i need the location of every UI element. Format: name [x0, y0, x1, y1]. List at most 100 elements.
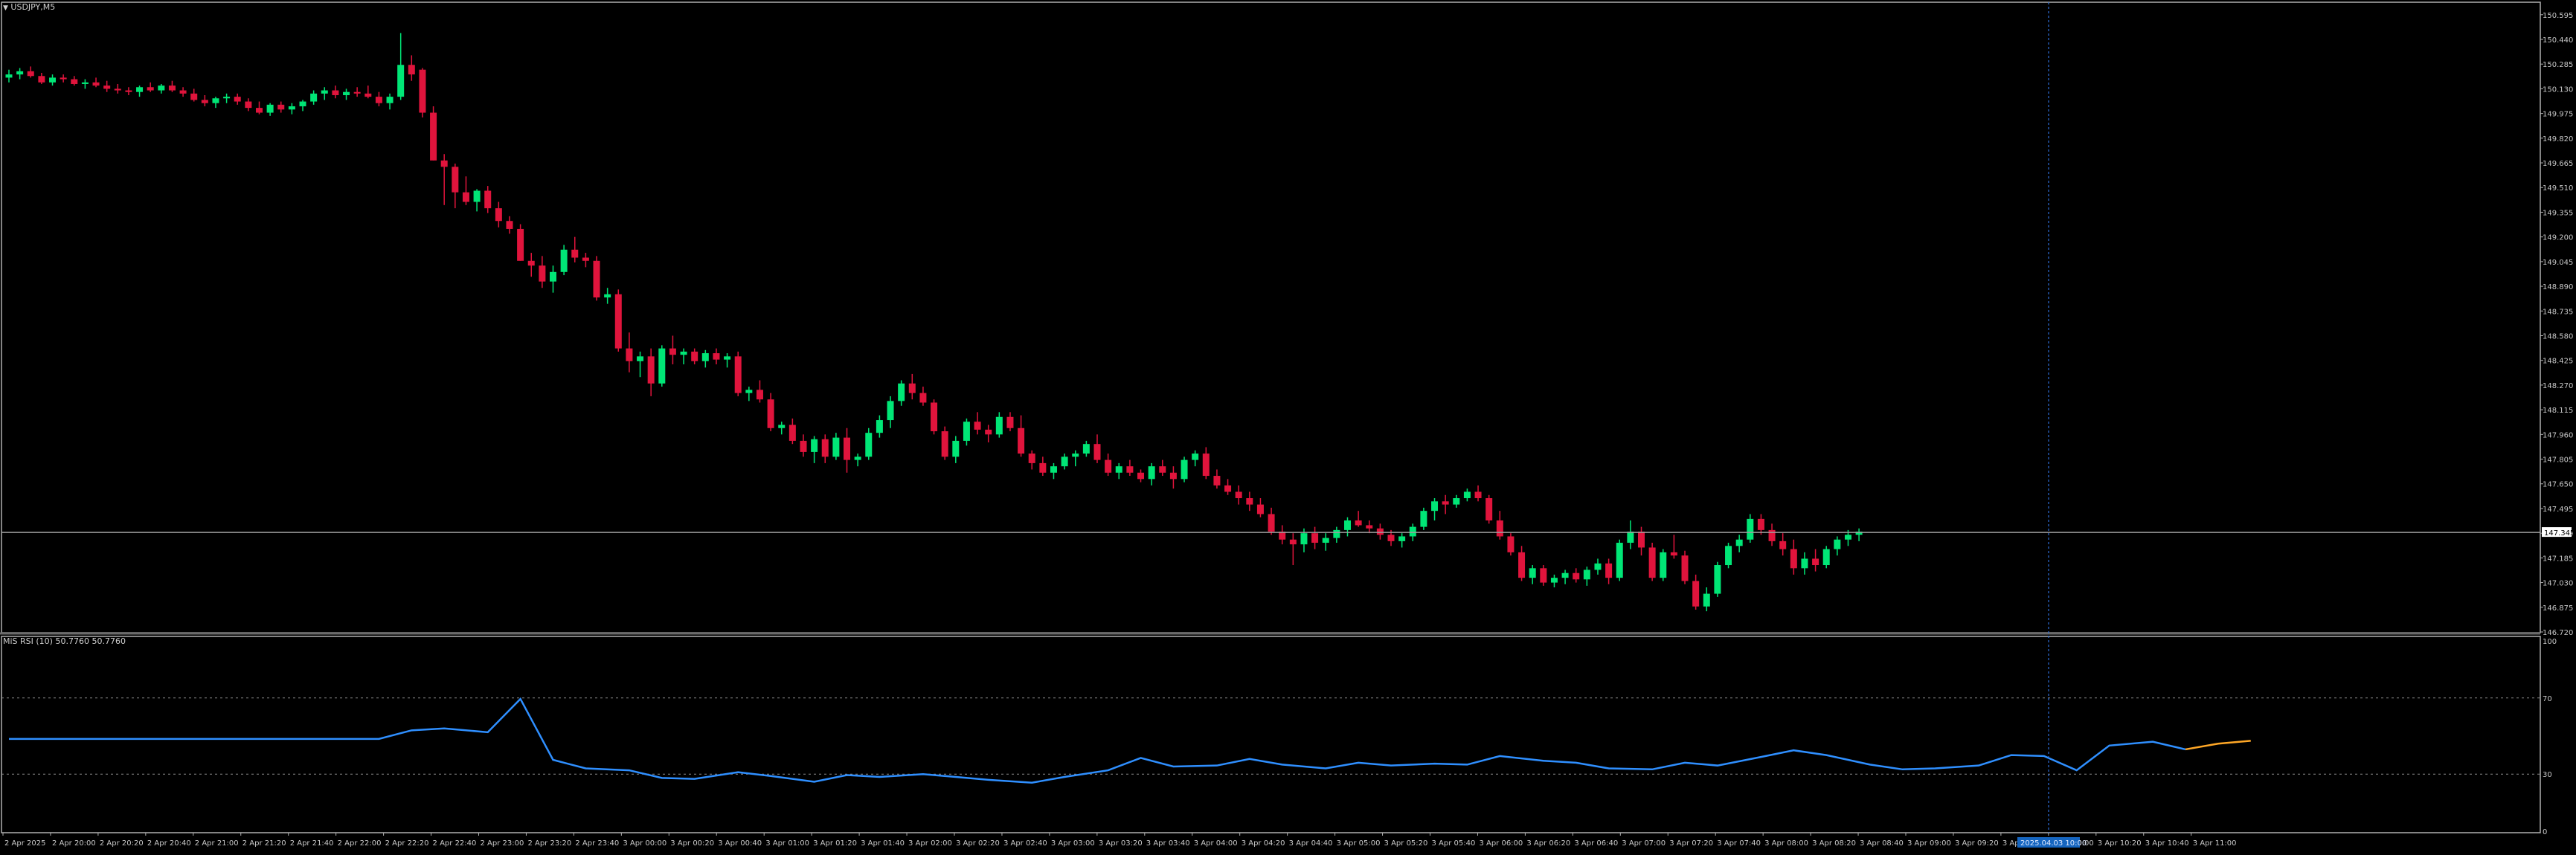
- candle[interactable]: [701, 349, 709, 368]
- candle[interactable]: [887, 396, 894, 428]
- candle[interactable]: [1343, 517, 1351, 537]
- candle[interactable]: [647, 348, 655, 396]
- candle[interactable]: [1779, 533, 1787, 556]
- candle[interactable]: [103, 80, 111, 92]
- candle[interactable]: [1093, 434, 1101, 463]
- candle[interactable]: [1648, 543, 1656, 581]
- candle[interactable]: [408, 55, 415, 81]
- candle[interactable]: [1355, 511, 1362, 527]
- candle[interactable]: [1757, 514, 1764, 535]
- candle[interactable]: [234, 93, 241, 105]
- candle[interactable]: [299, 100, 306, 112]
- candle[interactable]: [49, 74, 57, 86]
- candle[interactable]: [865, 428, 873, 460]
- candle[interactable]: [1169, 466, 1177, 489]
- candle[interactable]: [125, 87, 132, 95]
- candle[interactable]: [1855, 528, 1863, 541]
- candle[interactable]: [1747, 514, 1754, 543]
- candle[interactable]: [1485, 494, 1493, 524]
- candle[interactable]: [1028, 450, 1035, 470]
- candle[interactable]: [1268, 507, 1275, 535]
- candle[interactable]: [614, 289, 622, 352]
- candle[interactable]: [1420, 507, 1427, 530]
- candle[interactable]: [1681, 550, 1689, 584]
- candle[interactable]: [1398, 533, 1406, 548]
- candle[interactable]: [364, 86, 372, 99]
- candle[interactable]: [1594, 558, 1602, 575]
- candle[interactable]: [1834, 536, 1841, 556]
- candle[interactable]: [800, 434, 807, 457]
- triangle-down-icon[interactable]: ▼: [3, 4, 8, 12]
- candle[interactable]: [963, 418, 970, 446]
- candle[interactable]: [506, 216, 513, 234]
- candle[interactable]: [430, 106, 437, 161]
- candle[interactable]: [1627, 520, 1634, 549]
- candle[interactable]: [288, 103, 295, 114]
- candle[interactable]: [1256, 498, 1264, 517]
- candle[interactable]: [462, 176, 469, 205]
- candle[interactable]: [136, 86, 144, 97]
- candle[interactable]: [1224, 479, 1232, 495]
- candle[interactable]: [353, 87, 361, 97]
- candle[interactable]: [1725, 543, 1732, 569]
- candle[interactable]: [1714, 561, 1721, 597]
- candle[interactable]: [310, 90, 318, 105]
- candle[interactable]: [158, 83, 165, 94]
- candle[interactable]: [1126, 459, 1134, 477]
- candle[interactable]: [495, 201, 502, 228]
- candle[interactable]: [658, 345, 666, 387]
- candle[interactable]: [1213, 469, 1221, 489]
- candle[interactable]: [38, 72, 45, 84]
- candle[interactable]: [1115, 462, 1122, 480]
- candle[interactable]: [691, 348, 698, 365]
- candle[interactable]: [1638, 526, 1645, 556]
- candle[interactable]: [1202, 447, 1210, 480]
- candle[interactable]: [1311, 526, 1319, 549]
- candle[interactable]: [321, 87, 328, 100]
- candle[interactable]: [1692, 574, 1700, 610]
- candle[interactable]: [1474, 485, 1482, 502]
- candle[interactable]: [713, 348, 720, 365]
- candle[interactable]: [452, 164, 459, 209]
- candle[interactable]: [1703, 587, 1710, 612]
- candle[interactable]: [1137, 469, 1145, 483]
- candle[interactable]: [1768, 523, 1776, 546]
- candle[interactable]: [343, 88, 350, 100]
- candle[interactable]: [1181, 456, 1188, 483]
- candle[interactable]: [223, 93, 231, 103]
- candle[interactable]: [778, 422, 786, 435]
- candle[interactable]: [1072, 450, 1079, 467]
- candle[interactable]: [212, 97, 219, 109]
- candle[interactable]: [550, 265, 556, 293]
- candle[interactable]: [1822, 546, 1830, 569]
- candle[interactable]: [1366, 520, 1373, 534]
- candle[interactable]: [724, 353, 731, 368]
- candle[interactable]: [266, 103, 274, 116]
- candle[interactable]: [5, 69, 13, 83]
- candle[interactable]: [1660, 549, 1667, 581]
- candle[interactable]: [604, 288, 611, 304]
- candle[interactable]: [419, 68, 426, 117]
- candle[interactable]: [560, 245, 568, 276]
- candle[interactable]: [201, 94, 208, 106]
- candle[interactable]: [626, 332, 633, 372]
- candle[interactable]: [1279, 525, 1286, 545]
- candle[interactable]: [1246, 491, 1253, 512]
- candle[interactable]: [1529, 565, 1536, 584]
- candle[interactable]: [908, 373, 916, 400]
- candle[interactable]: [440, 154, 448, 205]
- candle[interactable]: [821, 434, 829, 463]
- candle[interactable]: [1518, 546, 1526, 581]
- candle[interactable]: [168, 80, 176, 92]
- candle[interactable]: [1333, 526, 1340, 543]
- candle[interactable]: [190, 88, 198, 102]
- candle[interactable]: [1812, 549, 1819, 572]
- candle[interactable]: [571, 236, 579, 262]
- candle[interactable]: [1235, 485, 1242, 505]
- candle[interactable]: [811, 436, 818, 463]
- candle[interactable]: [832, 433, 840, 460]
- candle[interactable]: [1148, 462, 1155, 485]
- candle[interactable]: [245, 98, 252, 112]
- candle[interactable]: [1105, 454, 1112, 477]
